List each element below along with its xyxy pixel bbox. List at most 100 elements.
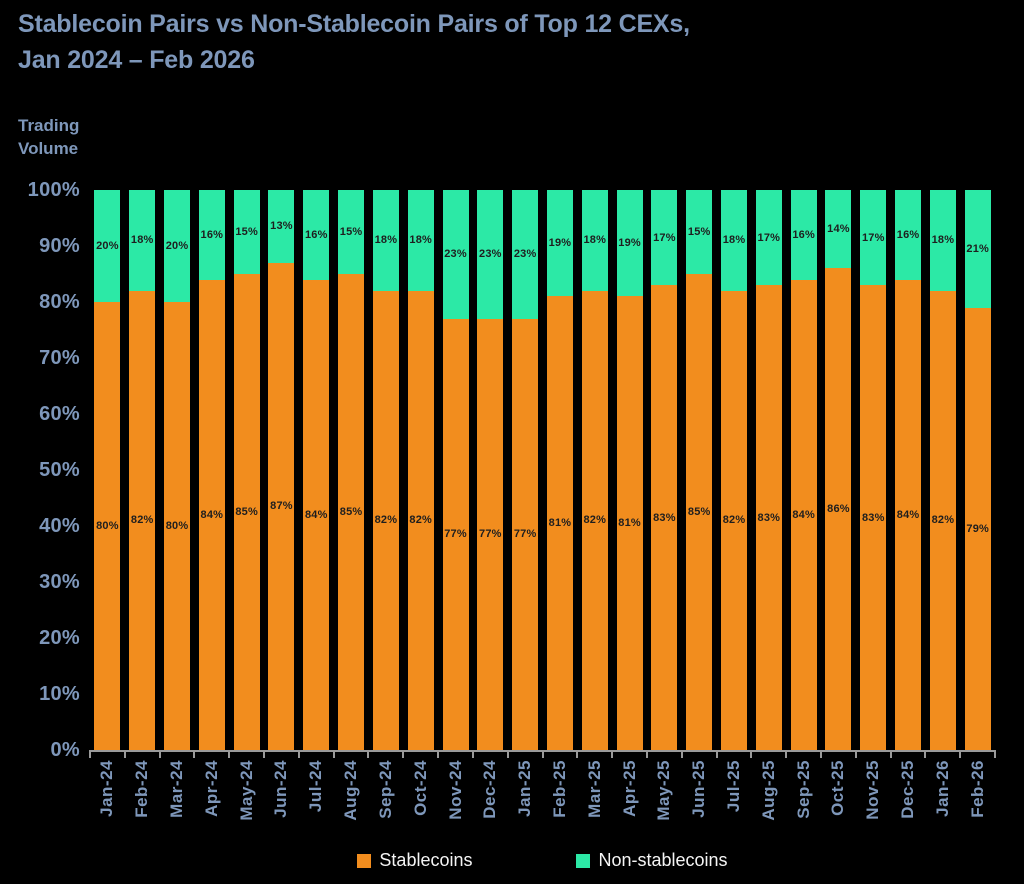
non-stablecoins-value-label: 13% xyxy=(270,220,293,233)
bar-slot-aug-24: 15% 85% xyxy=(334,190,369,750)
bar-slot-dec-25: 16% 84% xyxy=(891,190,926,750)
stacked-bar-nov-25: 17% 83% xyxy=(860,190,887,750)
x-axis-tick xyxy=(785,750,788,758)
stablecoins-value-label: 84% xyxy=(792,508,815,521)
stablecoins-segment: 84% xyxy=(303,279,330,750)
bar-slot-oct-25: 14% 86% xyxy=(821,190,856,750)
bar-slot-nov-24: 23% 77% xyxy=(438,190,473,750)
x-axis-tick xyxy=(715,750,718,758)
bar-slot-apr-24: 16% 84% xyxy=(194,190,229,750)
bar-slot-mar-25: 18% 82% xyxy=(577,190,612,750)
stablecoins-value-label: 82% xyxy=(722,514,746,527)
non-stablecoins-segment: 18% xyxy=(407,190,434,291)
x-label-slot: Jul-25 xyxy=(717,760,752,846)
stablecoins-value-label: 84% xyxy=(304,508,328,521)
stablecoins-segment: 82% xyxy=(929,290,956,750)
x-axis-tick xyxy=(437,750,440,758)
x-axis-tick xyxy=(541,750,544,758)
y-axis-tick-label: 80% xyxy=(39,291,80,313)
bar-slot-apr-25: 19% 81% xyxy=(612,190,647,750)
legend: Stablecoins Non-stablecoins xyxy=(90,850,995,871)
bar-slot-feb-25: 19% 81% xyxy=(543,190,578,750)
non-stablecoins-value-label: 19% xyxy=(618,237,641,250)
non-stablecoins-segment: 23% xyxy=(512,190,539,319)
x-axis-label: Jun-25 xyxy=(689,760,709,818)
stablecoins-segment: 79% xyxy=(964,307,991,750)
stacked-bar-mar-25: 18% 82% xyxy=(581,190,608,750)
chart-title-line1: Stablecoin Pairs vs Non-Stablecoin Pairs… xyxy=(18,10,690,38)
non-stablecoins-segment: 18% xyxy=(721,190,748,291)
x-axis-label: Jan-26 xyxy=(932,760,952,817)
non-stablecoins-segment: 18% xyxy=(929,190,956,291)
stablecoins-segment: 87% xyxy=(268,262,295,750)
x-label-slot: Jan-25 xyxy=(508,760,543,846)
stablecoins-segment: 82% xyxy=(372,290,399,750)
y-axis-tick-label: 90% xyxy=(39,235,80,257)
x-axis-tick xyxy=(193,750,196,758)
bar-slot-feb-26: 21% 79% xyxy=(960,190,995,750)
x-axis-tick xyxy=(297,750,300,758)
non-stablecoins-value-label: 15% xyxy=(235,226,258,238)
stablecoins-value-label: 80% xyxy=(96,520,119,532)
x-axis-label: Nov-24 xyxy=(445,760,465,820)
non-stablecoins-value-label: 14% xyxy=(827,223,850,236)
x-label-slot: Mar-24 xyxy=(160,760,195,846)
x-axis-label: Feb-25 xyxy=(549,760,569,818)
stacked-bar-dec-24: 23% 77% xyxy=(477,190,504,750)
stablecoins-value-label: 85% xyxy=(339,506,363,518)
non-stablecoins-value-label: 15% xyxy=(339,226,363,238)
non-stablecoins-segment: 21% xyxy=(964,190,991,308)
plot-area: 20% 80% 18% 82% 20% 80% 16% 84% 15% 85% 13% 87% 16% 8… xyxy=(90,190,995,750)
y-axis-tick-label: 60% xyxy=(39,403,80,425)
y-axis-tick-label: 70% xyxy=(39,347,80,369)
stablecoins-segment: 80% xyxy=(164,302,191,750)
non-stablecoins-value-label: 17% xyxy=(861,231,885,244)
non-stablecoins-value-label: 16% xyxy=(304,228,328,241)
x-label-slot: Dec-25 xyxy=(891,760,926,846)
x-axis-tick xyxy=(854,750,857,758)
stacked-bar-sep-25: 16% 84% xyxy=(790,190,817,750)
non-stablecoins-segment: 19% xyxy=(546,190,573,297)
non-stablecoins-segment: 18% xyxy=(372,190,399,291)
stablecoins-value-label: 79% xyxy=(966,522,990,535)
stablecoins-segment: 77% xyxy=(442,318,469,750)
bar-slot-jun-24: 13% 87% xyxy=(264,190,299,750)
non-stablecoins-segment: 15% xyxy=(233,190,260,274)
stablecoins-segment: 86% xyxy=(825,268,852,750)
non-stablecoins-value-label: 20% xyxy=(96,240,119,252)
legend-item-stablecoins: Stablecoins xyxy=(357,850,472,871)
bar-slot-oct-24: 18% 82% xyxy=(403,190,438,750)
stablecoins-value-label: 82% xyxy=(374,514,398,527)
stacked-bar-apr-25: 19% 81% xyxy=(616,190,643,750)
bar-slot-jul-24: 16% 84% xyxy=(299,190,334,750)
y-axis-tick-label: 40% xyxy=(39,515,80,537)
x-axis-tick xyxy=(158,750,161,758)
x-axis-tick xyxy=(367,750,370,758)
stablecoins-segment: 84% xyxy=(895,279,922,750)
stablecoins-value-label: 87% xyxy=(270,500,293,513)
x-axis-tick xyxy=(889,750,892,758)
x-axis-label: Sep-25 xyxy=(793,760,813,819)
non-stablecoins-segment: 15% xyxy=(338,190,365,274)
stablecoins-segment: 81% xyxy=(546,296,573,750)
stacked-bar-aug-25: 17% 83% xyxy=(755,190,782,750)
x-axis-label: Oct-25 xyxy=(828,760,848,816)
stablecoins-segment: 77% xyxy=(477,318,504,750)
non-stablecoins-segment: 17% xyxy=(860,190,887,286)
stablecoins-value-label: 77% xyxy=(479,528,502,541)
x-label-slot: Apr-24 xyxy=(194,760,229,846)
stablecoins-segment: 80% xyxy=(94,302,121,750)
x-label-slot: Aug-24 xyxy=(334,760,369,846)
y-axis-tick-label: 100% xyxy=(27,179,80,201)
y-axis-tick-label: 10% xyxy=(39,683,80,705)
x-axis-tick xyxy=(506,750,509,758)
x-label-slot: Sep-24 xyxy=(369,760,404,846)
stacked-bar-jan-26: 18% 82% xyxy=(929,190,956,750)
stacked-bar-aug-24: 15% 85% xyxy=(338,190,365,750)
non-stablecoins-value-label: 23% xyxy=(479,248,502,261)
non-stablecoins-segment: 18% xyxy=(129,190,156,291)
non-stablecoins-value-label: 18% xyxy=(583,234,607,247)
non-stablecoins-value-label: 18% xyxy=(130,234,154,247)
x-axis-tick xyxy=(611,750,614,758)
non-stablecoins-segment: 20% xyxy=(94,190,121,302)
